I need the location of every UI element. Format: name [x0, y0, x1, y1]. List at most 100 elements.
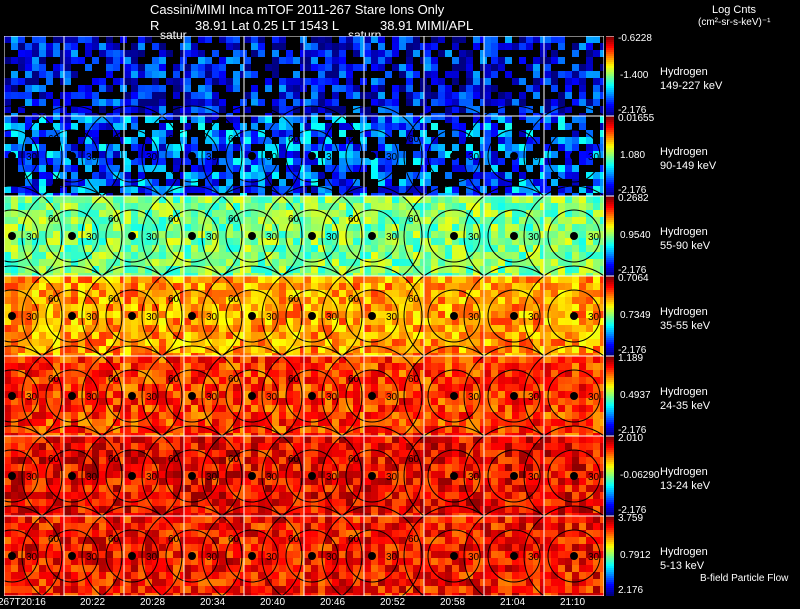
colorbar-segment — [606, 62, 614, 65]
ring-line — [427, 289, 481, 343]
saturn-marker — [128, 472, 136, 480]
time-tick-label: 20:22 — [80, 597, 106, 608]
colorbar-segment — [606, 462, 614, 465]
ring-line — [45, 369, 99, 423]
ring-label: 30 — [468, 472, 480, 483]
ring-line — [165, 289, 219, 343]
colorbar-segment — [606, 114, 614, 117]
colorbar-segment — [606, 436, 614, 439]
colorbar-segment — [606, 366, 614, 369]
saturn-marker — [368, 552, 376, 560]
saturn-marker — [68, 552, 76, 560]
ring-label: 30 — [588, 552, 600, 563]
colorbar-segment — [606, 76, 614, 79]
heatmap-panel — [544, 36, 604, 120]
ring-line — [105, 369, 159, 423]
colorbar-segment — [606, 404, 614, 407]
saturn-marker — [570, 152, 578, 160]
colorbar-segment — [606, 302, 614, 305]
colorbar-segment — [606, 136, 614, 139]
ring-label: 60 — [408, 454, 420, 465]
energy-range-label: 55-90 keV — [660, 240, 711, 252]
ring-label: 30 — [86, 232, 98, 243]
heatmap-panel — [244, 36, 307, 120]
ring-label: 60 — [168, 534, 180, 545]
colorbar-segment — [606, 146, 614, 149]
ring-label: 60 — [348, 534, 360, 545]
colorbar-segment — [606, 408, 614, 411]
saturn-overlay-label-1: satur — [160, 28, 187, 42]
colorbar-max-value: 3.759 — [618, 513, 644, 524]
colorbar-segment — [606, 388, 614, 391]
colorbar-segment — [606, 182, 614, 185]
colorbar-segment — [606, 66, 614, 69]
colorbar — [606, 36, 614, 596]
ring-label: 30 — [206, 552, 218, 563]
colorbar-segment — [606, 86, 614, 89]
colorbar-segment — [606, 570, 614, 573]
species-label: Hydrogen — [660, 226, 708, 238]
energy-range-label: 90-149 keV — [660, 160, 717, 172]
colorbar-segment — [606, 362, 614, 365]
ring-label: 30 — [326, 152, 338, 163]
colorbar-segment — [606, 466, 614, 469]
time-tick-label: 21:10 — [560, 597, 586, 608]
colorbar-segment — [606, 420, 614, 423]
colorbar-segment — [606, 84, 614, 87]
colorbar-segment — [606, 530, 614, 533]
saturn-marker — [188, 312, 196, 320]
colorbar-segment — [606, 52, 614, 55]
colorbar-segment — [606, 296, 614, 299]
colorbar-segment — [606, 374, 614, 377]
colorbar-segment — [606, 88, 614, 91]
colorbar-segment — [606, 582, 614, 585]
colorbar-segment — [606, 562, 614, 565]
colorbar-segment — [606, 450, 614, 453]
heatmap-panel — [64, 36, 127, 120]
colorbar-max-value: 0.7064 — [618, 273, 649, 284]
ring-label: 60 — [168, 134, 180, 145]
colorbar-segment — [606, 78, 614, 81]
colorbar-segment — [606, 360, 614, 363]
colorbar-segment — [606, 220, 614, 223]
ring-line — [45, 289, 99, 343]
ring-label: 60 — [228, 454, 240, 465]
ring-line — [487, 129, 541, 183]
colorbar-segment — [606, 238, 614, 241]
ring-line — [165, 529, 219, 583]
colorbar-segment — [606, 534, 614, 537]
heatmap-panel: 30 60 — [201, 345, 307, 447]
ring-line — [285, 289, 339, 343]
ring-line — [487, 529, 541, 583]
saturn-marker — [308, 392, 316, 400]
colorbar-segment — [606, 200, 614, 203]
heatmap-panel — [424, 36, 487, 120]
ring-label: 60 — [288, 374, 300, 385]
ring-label: 30 — [266, 232, 278, 243]
ring-label: 30 — [206, 392, 218, 403]
ring-label: 30 — [146, 312, 158, 323]
colorbar-segment — [606, 484, 614, 487]
saturn-marker — [450, 392, 458, 400]
colorbar-segment — [606, 410, 614, 413]
ring-line — [81, 505, 183, 596]
colorbar-segment — [606, 120, 614, 123]
colorbar-segment — [606, 104, 614, 107]
colorbar-segment — [606, 204, 614, 207]
ring-label: 30 — [528, 232, 540, 243]
colorbar-segment — [606, 48, 614, 51]
colorbar-mid-value: 0.7912 — [620, 550, 651, 561]
colorbar-segment — [606, 206, 614, 209]
saturn-marker — [248, 472, 256, 480]
colorbar-segment — [606, 212, 614, 215]
ring-label: 60 — [48, 134, 60, 145]
ring-label: 60 — [288, 294, 300, 305]
saturn-marker — [68, 152, 76, 160]
ring-label: 60 — [408, 134, 420, 145]
saturn-marker — [128, 152, 136, 160]
colorbar-segment — [606, 310, 614, 313]
colorbar-segment — [606, 400, 614, 403]
